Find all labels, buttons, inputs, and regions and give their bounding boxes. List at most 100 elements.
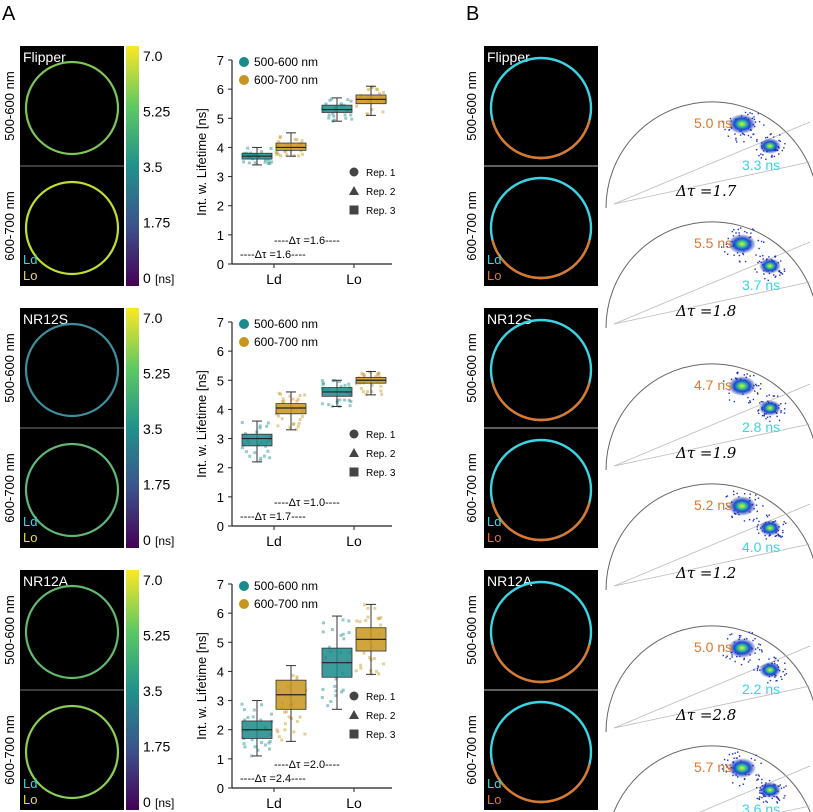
rep-marker (349, 448, 359, 457)
data-point (242, 742, 246, 746)
data-point (360, 372, 364, 376)
phasor-point (757, 774, 760, 776)
data-point (359, 663, 363, 667)
phasor-point (742, 783, 745, 785)
channel-label: 600-700 nm (464, 715, 479, 784)
guide-line (699, 765, 811, 812)
data-point (347, 619, 351, 623)
data-point (347, 631, 351, 635)
data-point (303, 393, 307, 397)
rep-marker (349, 186, 359, 195)
data-point (372, 657, 376, 661)
lifetime-lo: 5.0 ns (694, 115, 732, 131)
phasor-point (757, 778, 759, 780)
colorbar-tick: 1.75 (143, 215, 170, 231)
legend-label: 600-700 nm (254, 597, 318, 611)
universal-circle (605, 625, 813, 733)
y-axis-label: Int. w. Lifetime [ns] (194, 370, 209, 478)
phasor-point (756, 528, 759, 531)
data-point (240, 420, 244, 424)
data-point (363, 603, 367, 607)
data-point (263, 158, 267, 162)
data-point (376, 88, 380, 92)
phasor-point (760, 153, 762, 155)
phasor-point (733, 400, 736, 403)
y-tick-label: 0 (217, 257, 224, 272)
data-point (280, 417, 284, 421)
phasor-point (747, 661, 750, 663)
rep-marker (349, 167, 359, 177)
phasor-point (723, 758, 726, 761)
phasor-point (783, 412, 786, 414)
data-point (291, 397, 295, 401)
gp-ring (24, 60, 120, 156)
rep-label: Rep. 2 (366, 711, 396, 722)
phasor-point (758, 409, 760, 411)
phasor-point (784, 668, 786, 670)
data-point (349, 400, 353, 404)
phasor-point (743, 134, 746, 136)
data-point (329, 700, 333, 704)
phasor-point (733, 254, 735, 256)
lifetime-lo: 5.7 ns (694, 759, 732, 775)
data-point (260, 703, 264, 707)
colorbar-unit: [ns] (155, 534, 174, 548)
data-point (359, 387, 363, 391)
phasor-point (752, 133, 754, 136)
colorbar-tick: 1.75 (143, 477, 170, 493)
data-point (366, 88, 370, 92)
data-point (268, 739, 272, 743)
rep-label: Rep. 3 (366, 730, 396, 741)
phasor-point (778, 269, 781, 272)
y-tick-label: 4 (217, 402, 224, 417)
phasor-point (758, 384, 760, 387)
data-point (333, 684, 337, 688)
data-point (267, 741, 271, 745)
data-point (292, 422, 296, 426)
data-point (240, 702, 244, 706)
phasor-point (726, 655, 729, 657)
phasor-point (756, 384, 758, 387)
phasor-cluster-ld (759, 138, 781, 154)
data-point (251, 715, 255, 719)
channel-label: 600-700 nm (2, 715, 17, 784)
phasor-point (732, 782, 734, 784)
data-point (320, 379, 324, 383)
phasor-point (763, 414, 765, 416)
data-point (278, 136, 282, 140)
guide-line (613, 121, 811, 205)
rep-label: Rep. 3 (366, 468, 396, 479)
data-point (270, 160, 274, 164)
phasor-point (747, 113, 749, 116)
phasor-point (777, 660, 779, 662)
box (275, 403, 307, 415)
data-point (327, 403, 331, 407)
delta-lo: ----Δτ =1.6---- (274, 235, 340, 247)
data-point (241, 446, 245, 450)
phasor-point (725, 771, 727, 773)
data-point (374, 375, 378, 379)
phasor-point (774, 520, 777, 522)
phasor-point (756, 271, 758, 273)
x-tick-label: Lo (346, 533, 362, 549)
x-tick-label: Lo (346, 795, 362, 811)
phasor-point (746, 373, 748, 375)
data-point (280, 738, 284, 742)
phasor-point (760, 400, 763, 403)
ring-lo (491, 502, 591, 542)
gp-ring (24, 322, 120, 418)
channel-label: 500-600 nm (464, 595, 479, 664)
ld-label: Ld (23, 252, 37, 267)
colorbar (126, 308, 139, 548)
legend-label: 600-700 nm (254, 73, 318, 87)
phasor-point (758, 154, 760, 157)
phasor-point (756, 138, 758, 141)
phasor-point (726, 253, 729, 255)
data-point (283, 149, 287, 153)
colorbar-tick: 5.25 (143, 104, 170, 120)
phasor-point (765, 514, 768, 517)
data-point (283, 150, 287, 154)
data-point (297, 421, 301, 425)
data-point (269, 146, 273, 150)
